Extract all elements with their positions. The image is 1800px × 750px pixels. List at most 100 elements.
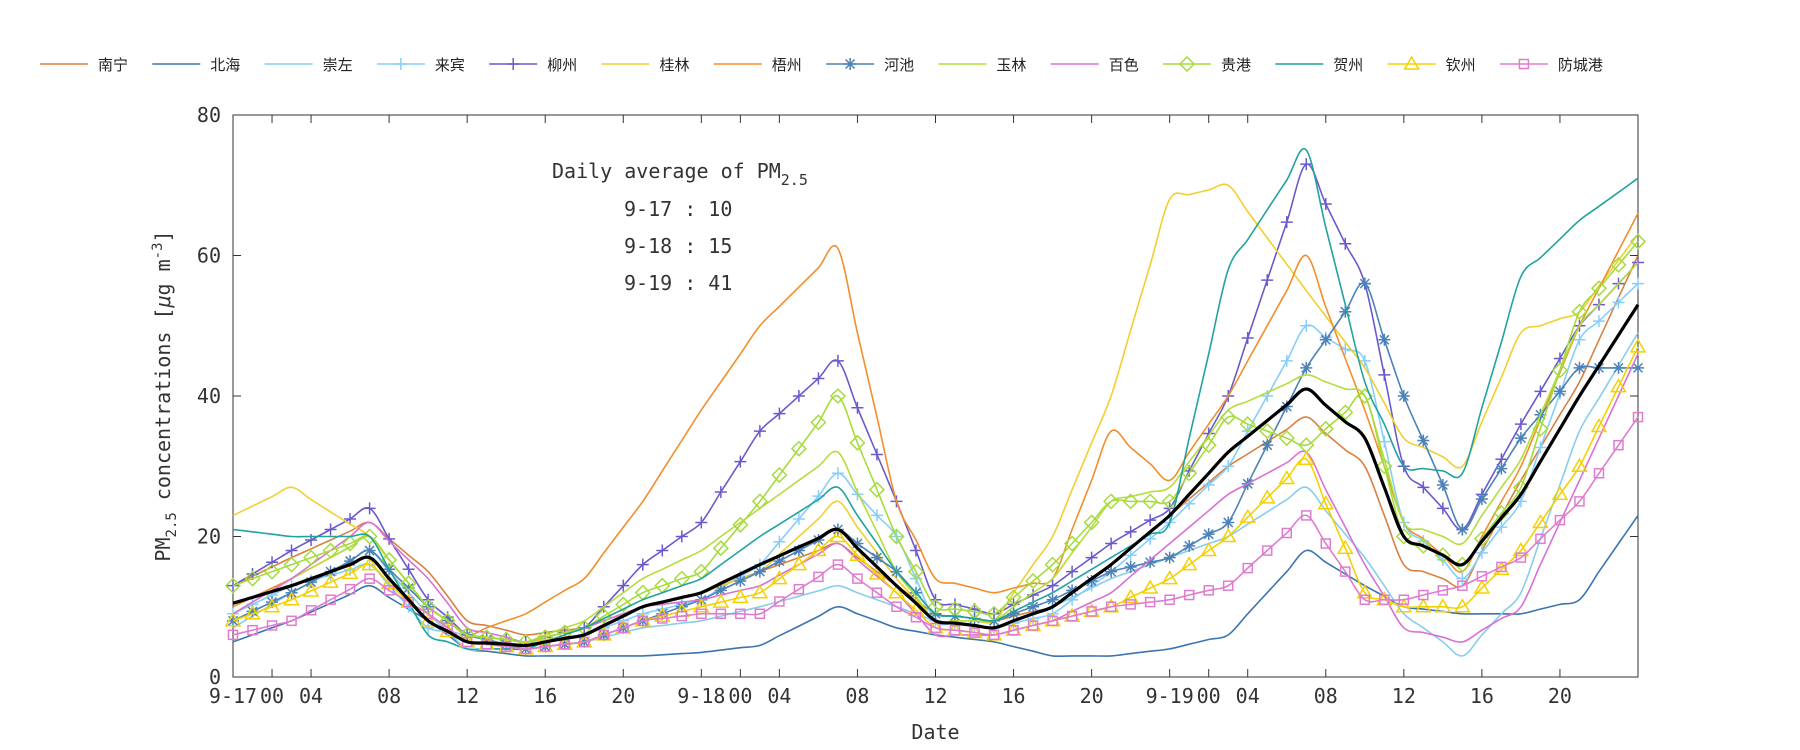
data-point [1457,580,1468,591]
legend-entry: 百色 [1050,56,1139,74]
data-point [1573,333,1586,346]
data-point [732,588,749,604]
x-axis-label: Date [911,720,959,744]
data-point [1534,441,1547,454]
data-point [1632,277,1644,290]
data-point [1046,579,1059,592]
data-point [695,516,708,529]
data-point [1610,378,1627,393]
data-point [1475,546,1488,559]
data-point [792,544,805,557]
data-point [341,564,359,580]
data-point [1495,521,1508,534]
data-point [656,544,669,557]
data-point [1044,556,1061,573]
data-point [322,573,339,588]
data-point [1180,556,1198,571]
data-point [1398,594,1410,605]
data-point [675,600,688,613]
data-point [1064,535,1081,552]
x-tick-label: 9-19 [1146,684,1194,708]
data-point [1222,580,1234,591]
data-point [1379,594,1390,605]
data-point [1027,620,1039,631]
data-point [500,641,512,652]
data-point [1141,579,1159,594]
x-tick-label: 20 [1548,684,1572,708]
data-point [1532,420,1549,437]
data-point [324,523,337,536]
legend-label: 防城港 [1558,56,1603,74]
data-point [363,502,376,515]
data-point [829,387,846,405]
data-point [1008,624,1019,636]
data-point [831,467,844,480]
data-point [1515,552,1527,563]
data-point [773,555,786,568]
data-point [849,434,866,451]
data-point [1027,600,1040,613]
data-point [657,613,668,624]
data-point [400,575,417,592]
data-point [1281,527,1292,539]
data-point [774,596,785,607]
data-point [1436,478,1449,491]
data-point [949,624,961,636]
legend-label: 百色 [1109,56,1139,74]
data-point [1239,508,1257,523]
legend-marker [394,58,407,70]
data-point [1280,216,1293,229]
data-point [813,571,824,583]
y-tick-label: 40 [197,384,221,408]
data-point [637,615,649,627]
y-label-close: ] [151,230,175,242]
series-line [232,283,1639,643]
data-point [1220,409,1237,426]
data-point [1535,533,1546,545]
data-point [1124,525,1137,538]
data-point [1278,470,1296,485]
data-point [1456,572,1469,585]
data-point [1085,551,1098,564]
data-point [1297,450,1315,465]
data-point [1241,332,1254,345]
legend-entry: 北海 [152,56,240,74]
data-point [1551,485,1569,501]
data-point [888,528,905,545]
data-point [1476,571,1488,582]
data-point [1553,385,1566,398]
data-point [1473,579,1491,594]
data-point [675,530,688,543]
data-point [870,448,883,461]
data-point [1085,574,1098,587]
data-point [732,516,749,533]
data-point [344,555,357,568]
data-point [1590,280,1608,297]
data-point [1632,411,1644,423]
data-point [849,546,866,561]
data-point [851,401,864,414]
data-point [1202,528,1215,541]
data-point [1242,562,1253,574]
data-point [1456,523,1469,536]
legend-entry: 贺州 [1275,56,1363,74]
data-point [383,585,395,596]
data-point [402,582,415,595]
data-point [1629,338,1647,353]
legend-entry: 南宁 [40,56,128,74]
x-tick-label: 12 [923,684,947,708]
data-point [1300,158,1313,171]
data-point [1202,478,1215,491]
data-point [1319,197,1332,210]
data-point [1612,296,1625,309]
y-label-unit: g m [151,259,175,295]
y-tick-label: 60 [197,244,221,268]
data-point [286,615,297,627]
data-point [618,622,629,634]
data-point [1183,589,1195,601]
data-point [1105,601,1117,612]
data-point [1514,418,1527,431]
legend-label: 梧州 [772,56,802,74]
data-point [1259,423,1276,440]
x-tick-label: 04 [767,684,791,708]
